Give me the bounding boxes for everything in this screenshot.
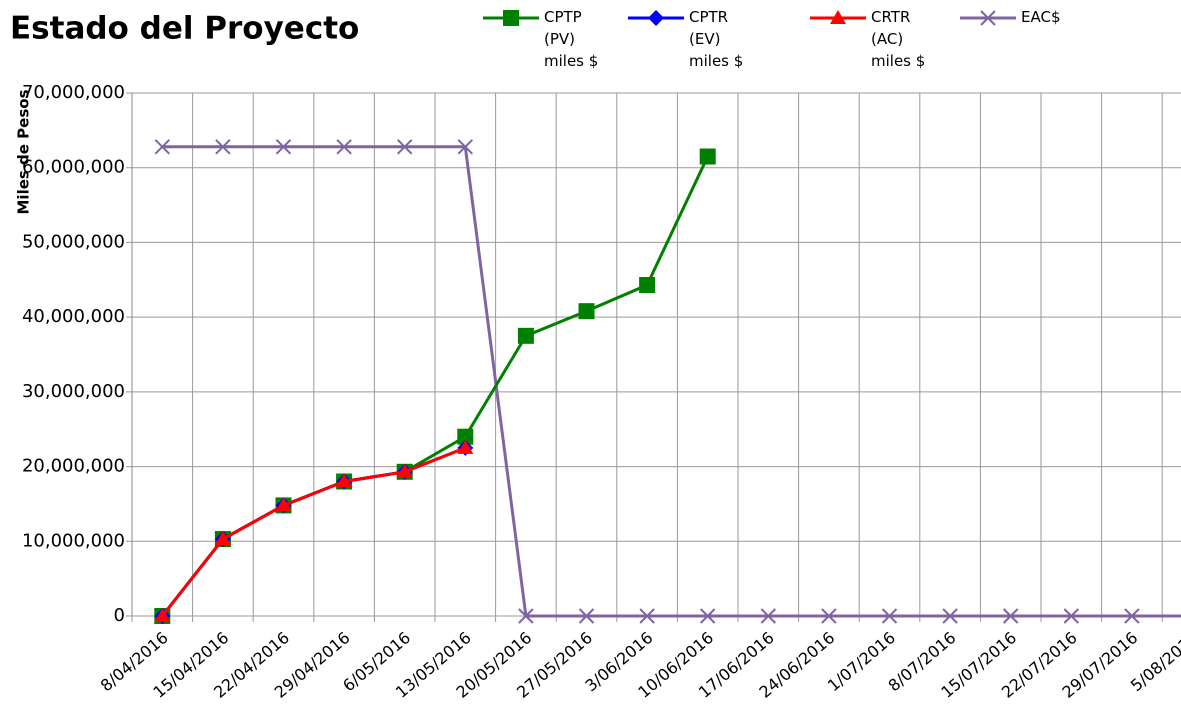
y-tick-label: 0 bbox=[114, 605, 125, 626]
marker-triangle bbox=[457, 439, 474, 454]
marker-x bbox=[1124, 608, 1140, 624]
marker-square bbox=[639, 277, 656, 294]
legend-label: CRTR (AC) miles $ bbox=[871, 8, 926, 70]
marker-triangle bbox=[830, 10, 846, 24]
marker-triangle bbox=[336, 473, 353, 488]
marker-x bbox=[980, 10, 996, 26]
marker-x bbox=[881, 608, 898, 624]
marker-square bbox=[517, 327, 534, 344]
marker-x bbox=[1063, 608, 1080, 624]
legend-entry bbox=[960, 10, 1016, 26]
marker-x bbox=[699, 608, 716, 624]
y-tick-label: 40,000,000 bbox=[22, 306, 125, 327]
marker-x bbox=[760, 608, 777, 624]
series-line bbox=[161, 446, 466, 617]
marker-x bbox=[578, 608, 595, 624]
marker-square bbox=[457, 428, 474, 445]
marker-diamond bbox=[648, 10, 664, 26]
marker-x bbox=[942, 608, 958, 624]
marker-square bbox=[503, 10, 519, 26]
marker-x bbox=[215, 139, 231, 155]
marker-square bbox=[699, 148, 716, 165]
marker-x bbox=[457, 139, 474, 155]
y-tick-label: 60,000,000 bbox=[22, 157, 125, 178]
y-tick-label: 10,000,000 bbox=[22, 530, 125, 551]
legend-label: CPTR (EV) miles $ bbox=[689, 8, 744, 70]
marker-x bbox=[336, 139, 352, 155]
y-tick-label: 70,000,000 bbox=[22, 82, 125, 103]
marker-triangle bbox=[154, 608, 171, 622]
y-tick-label: 20,000,000 bbox=[22, 456, 125, 477]
marker-x bbox=[154, 139, 171, 155]
legend-label: CPTP (PV) miles $ bbox=[544, 8, 599, 70]
y-tick-label: 30,000,000 bbox=[22, 381, 125, 402]
marker-triangle bbox=[214, 531, 231, 546]
marker-x bbox=[518, 608, 534, 624]
marker-x bbox=[821, 608, 837, 624]
marker-triangle bbox=[396, 463, 413, 478]
series-line bbox=[162, 145, 1181, 618]
chart-title: Estado del Proyecto bbox=[10, 11, 359, 47]
marker-x bbox=[639, 608, 655, 624]
legend-entry bbox=[628, 10, 684, 26]
marker-x bbox=[396, 139, 413, 155]
marker-square bbox=[578, 303, 595, 320]
y-tick-label: 50,000,000 bbox=[22, 231, 125, 252]
y-axis-label: Miles de Pesos bbox=[15, 89, 33, 214]
marker-x bbox=[1002, 608, 1019, 624]
legend-entry bbox=[483, 10, 539, 26]
legend-entry bbox=[810, 10, 866, 24]
legend-label: EAC$ bbox=[1021, 8, 1061, 26]
marker-x bbox=[275, 139, 292, 155]
marker-triangle bbox=[275, 497, 292, 512]
